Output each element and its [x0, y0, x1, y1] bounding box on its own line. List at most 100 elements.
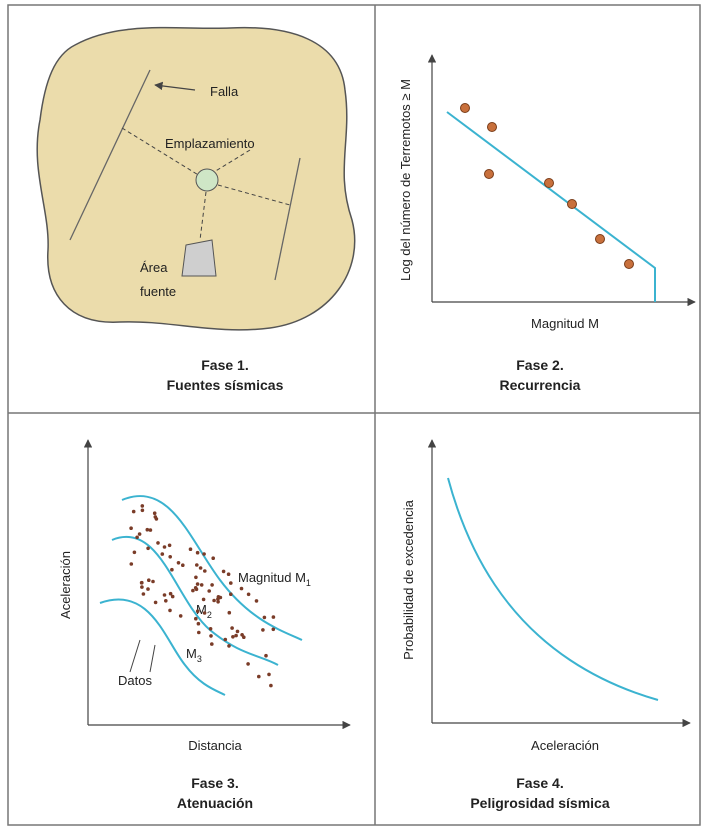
data-dot: [139, 581, 144, 585]
data-dot: [231, 635, 235, 639]
data-dot: [132, 550, 137, 555]
data-dot: [195, 609, 200, 613]
data-dot: [188, 547, 193, 551]
data-dot: [246, 592, 251, 597]
fault-line: [274, 157, 301, 281]
axis-label: Log del número de Terremotos ≥ M: [398, 79, 413, 281]
data-dot: [162, 545, 167, 549]
data-dot: [194, 575, 198, 580]
data-dot: [148, 528, 153, 532]
frame: [7, 4, 701, 826]
data-dot: [269, 683, 273, 688]
data-dot: [140, 585, 144, 589]
label: Magnitud M1: [238, 570, 311, 588]
data-dot: [145, 527, 150, 532]
data-dot: [216, 600, 220, 604]
axis-label: Probabilidad de excedencia: [401, 499, 416, 659]
fault-line: [69, 69, 151, 241]
data-dot: [146, 587, 150, 591]
subscript: 3: [197, 654, 202, 664]
data-dot: [193, 586, 198, 590]
data-dot: [229, 581, 233, 585]
data-dot: [191, 588, 195, 593]
label: fuente: [140, 284, 176, 299]
data-dot: [227, 644, 231, 648]
caption: Fuentes sísmicas: [167, 377, 284, 393]
data-dot: [153, 600, 158, 605]
data-dot: [210, 642, 214, 646]
data-dot: [170, 567, 174, 572]
point: [487, 122, 497, 132]
caption: Fase 2.: [516, 357, 563, 373]
data-dot: [227, 610, 232, 615]
data-dot: [234, 633, 238, 638]
distance-lines: [121, 127, 291, 206]
point: [595, 234, 605, 244]
data-dot: [239, 586, 244, 591]
data-dot: [131, 509, 136, 514]
data-dot: [201, 597, 206, 602]
data-dot: [197, 630, 201, 635]
hazard-curve: [447, 477, 659, 701]
label: Magnitud M: [238, 570, 306, 585]
data-dot: [240, 633, 244, 637]
data-dot: [151, 579, 155, 584]
caption: Fase 3.: [191, 775, 238, 791]
data-dot: [198, 566, 203, 570]
data-dot: [207, 589, 211, 593]
point: [460, 103, 470, 113]
caption: Atenuación: [177, 795, 253, 811]
point: [544, 178, 554, 188]
attenuation-curve: [121, 495, 303, 641]
label: M: [186, 646, 197, 661]
point: [484, 169, 494, 179]
data-dot: [195, 550, 200, 555]
data-dot: [262, 615, 267, 620]
data-dot: [254, 599, 259, 603]
data-dot: [176, 561, 181, 565]
arrow: [154, 81, 196, 91]
label: Emplazamiento: [165, 136, 255, 151]
data-dot: [147, 578, 151, 582]
data-dot: [194, 616, 198, 621]
data-dot: [257, 674, 261, 679]
data-dot: [195, 563, 199, 567]
caption: Recurrencia: [500, 377, 581, 393]
data-dot: [216, 597, 220, 601]
panel-hazard: Probabilidad de excedencia Aceleración F…: [401, 439, 691, 811]
data-dot: [209, 634, 213, 638]
subscript: 2: [207, 610, 212, 620]
data-dot: [210, 583, 214, 587]
site: [195, 168, 219, 192]
data-dot: [178, 614, 183, 618]
data-dot: [168, 608, 172, 613]
data-dot: [208, 627, 213, 631]
axis-label: Distancia: [188, 738, 242, 753]
label: M3: [186, 646, 202, 664]
axis-label: Aceleración: [58, 551, 73, 619]
data-dot: [261, 628, 265, 632]
label: M2: [196, 602, 212, 620]
data-dot: [153, 515, 158, 519]
data-dot: [129, 526, 133, 530]
data-dot: [140, 508, 145, 513]
data-dot: [160, 552, 165, 556]
data-dot: [264, 653, 268, 658]
data-dot: [137, 532, 142, 536]
recurrence-line: [446, 111, 656, 302]
label: M: [196, 602, 207, 617]
data-dot: [235, 629, 240, 634]
caption: Peligrosidad sísmica: [470, 795, 609, 811]
data-dot: [164, 599, 168, 603]
data-dot: [221, 569, 226, 574]
data-dot: [230, 626, 234, 630]
point: [624, 259, 634, 269]
data-dot: [223, 637, 228, 642]
pointer: [129, 639, 156, 673]
subscript: 1: [306, 578, 311, 588]
data-dot: [212, 598, 216, 603]
data-dot: [135, 535, 139, 540]
point: [567, 199, 577, 209]
data-dot: [229, 592, 233, 596]
